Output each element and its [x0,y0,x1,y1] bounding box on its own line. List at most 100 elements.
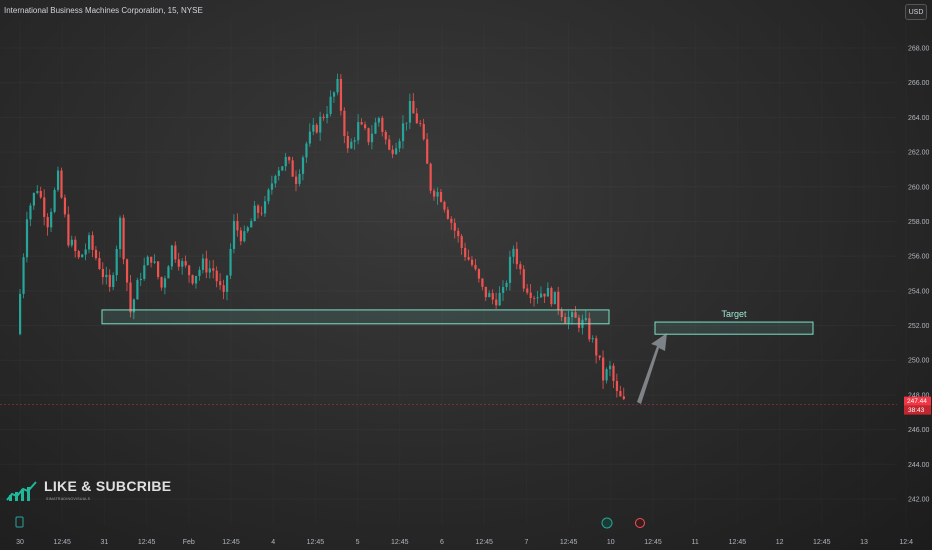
candle-up [19,293,22,335]
candle-up [567,317,570,324]
candle-down [236,221,239,231]
candle-down [364,124,367,129]
candle-up [50,211,53,228]
target-zone [654,321,814,335]
candle-down [339,78,343,111]
candle-up [553,291,556,305]
candle-down [67,214,70,246]
candle-down [515,248,518,265]
last-price-badge [904,396,931,406]
candle-down [77,251,80,258]
zones: Target [101,309,814,335]
candle-down [101,268,104,278]
candle-up [112,275,115,287]
candle-down [470,259,474,265]
candle-up [163,278,167,288]
support-zone [101,309,610,325]
currency-button[interactable]: USD [905,4,927,20]
candle-down [157,261,160,278]
price-tick-label: 258.00 [908,219,930,226]
candle-down [481,278,484,287]
candle-up [571,312,574,318]
event-icon [635,518,645,528]
candle-up [505,282,508,288]
candle-down [443,201,446,210]
price-tick-label: 268.00 [908,46,930,53]
target-arrow-icon [637,333,667,404]
candle-up [502,287,505,293]
candle-down [588,318,591,340]
candle-down [184,261,187,266]
time-tick-label: 12:45 [729,539,747,546]
candle-up [281,166,284,171]
candle-down [94,249,98,259]
time-tick-label: 4 [271,539,275,546]
candle-up [167,266,170,279]
candle-up [170,245,173,267]
time-tick-label: 12:45 [138,539,156,546]
candle-up [201,258,205,270]
candle-down [191,275,194,284]
candle-up [139,278,142,281]
time-tick-label: 12:4 [899,539,913,546]
time-tick-label: 31 [101,539,109,546]
candle-up [243,231,246,242]
candle-up [198,269,201,276]
candle-down [122,217,125,260]
candle-down [346,135,349,149]
candle-down [388,139,391,150]
candle-down [222,285,225,292]
candle-up [284,156,287,167]
candle-down [557,291,560,310]
time-tick-label: 12:45 [307,539,325,546]
candle-down [291,160,294,177]
candles [19,73,625,401]
candle-down [426,139,429,164]
time-tick-label: 12:45 [53,539,71,546]
candle-down [619,391,622,397]
candle-up [105,274,108,278]
candle-down [384,131,387,140]
overlays: 247.44 38:43 [0,333,931,529]
time-tick-label: 12 [776,539,784,546]
candle-down [381,117,384,132]
candle-down [477,269,481,279]
price-axis: 268.00 266.00 264.00 262.00 260.00 258.00 256.… [908,46,930,504]
candle-down [150,256,153,263]
candle-up [194,275,198,284]
candle-down [433,190,436,197]
candle-up [512,248,515,257]
candle-up [336,78,339,93]
candle-up [319,116,322,133]
candle-up [408,101,412,123]
price-tick-label: 248.00 [908,392,930,399]
candle-up [36,190,39,193]
watermark-title: LIKE & SUBCRIBE [44,478,172,494]
candle-down [129,282,132,313]
candle-down [484,286,487,298]
candle-down [574,312,577,318]
candle-up [22,257,25,294]
candle-up [374,122,377,134]
candle-down [260,212,263,214]
candle-up [377,117,380,123]
candle-down [622,396,625,400]
candle-up [263,201,267,214]
candle-down [491,293,494,300]
watermark-subtitle: SIMATRADINGVISUALS [46,497,91,501]
candle-down [239,230,242,242]
candle-down [595,338,598,356]
time-tick-label: 7 [524,539,528,546]
candle-down [419,123,422,125]
candle-down [257,205,260,213]
candle-down [205,258,208,273]
candle-down [219,281,222,286]
chart-logo-icon [6,481,37,501]
candle-up [143,265,146,279]
time-tick-label: 12:45 [813,539,831,546]
candle-up [353,140,356,142]
candle-up [32,192,35,206]
time-tick-label: Feb [183,539,195,546]
candle-down [429,163,432,191]
